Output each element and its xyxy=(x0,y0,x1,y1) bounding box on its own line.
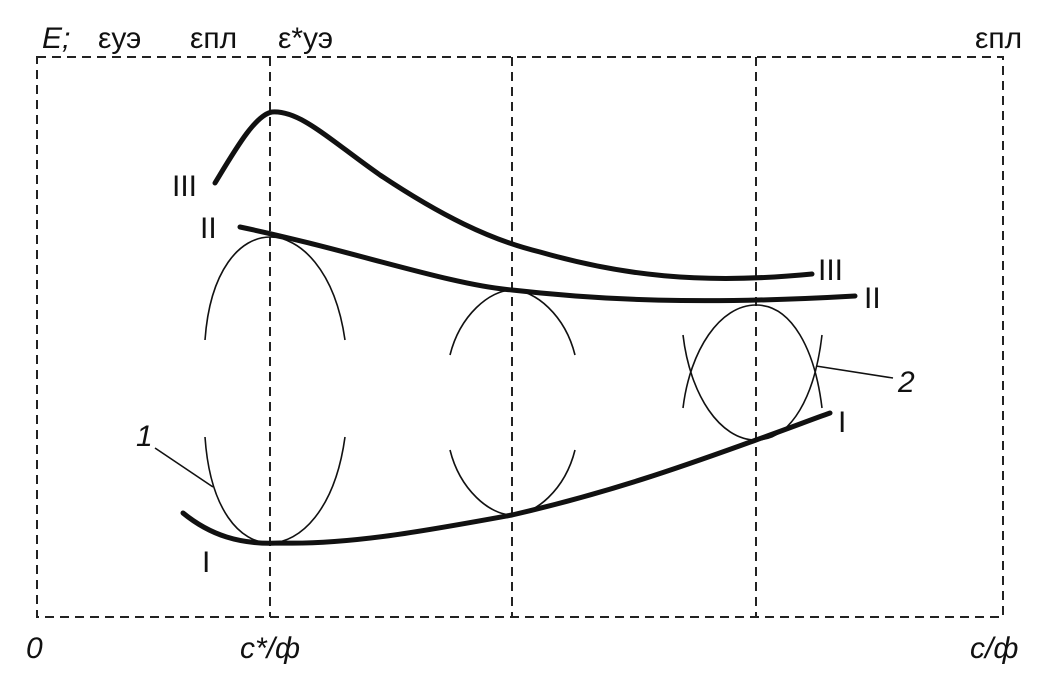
top-label: εуэ xyxy=(98,22,141,55)
curve-iii xyxy=(212,109,815,281)
leader-line xyxy=(815,365,894,379)
curve-label: III xyxy=(172,170,197,203)
top-label: ε*уэ xyxy=(278,22,333,55)
callout-label: 1 xyxy=(136,420,153,453)
arc xyxy=(449,449,576,516)
curve-label: II xyxy=(200,212,217,245)
origin-label: 0 xyxy=(26,632,43,665)
curve-label: I xyxy=(838,406,846,439)
frame xyxy=(36,56,1004,618)
x-marker-label: c*/ф xyxy=(240,632,300,665)
arc xyxy=(204,436,346,544)
curve-label: I xyxy=(202,546,210,579)
top-label: εпл xyxy=(975,22,1022,55)
arc xyxy=(449,289,576,356)
arc xyxy=(204,236,346,341)
y-symbol: E; xyxy=(42,22,70,55)
leader-line xyxy=(154,447,214,488)
arc xyxy=(682,304,823,409)
arc xyxy=(682,334,823,441)
curve-label: III xyxy=(818,254,843,287)
callout-label: 2 xyxy=(897,366,915,399)
x-axis-label: c/ф xyxy=(970,632,1018,665)
top-label: εпл xyxy=(190,22,237,55)
curve-label: II xyxy=(864,282,881,315)
